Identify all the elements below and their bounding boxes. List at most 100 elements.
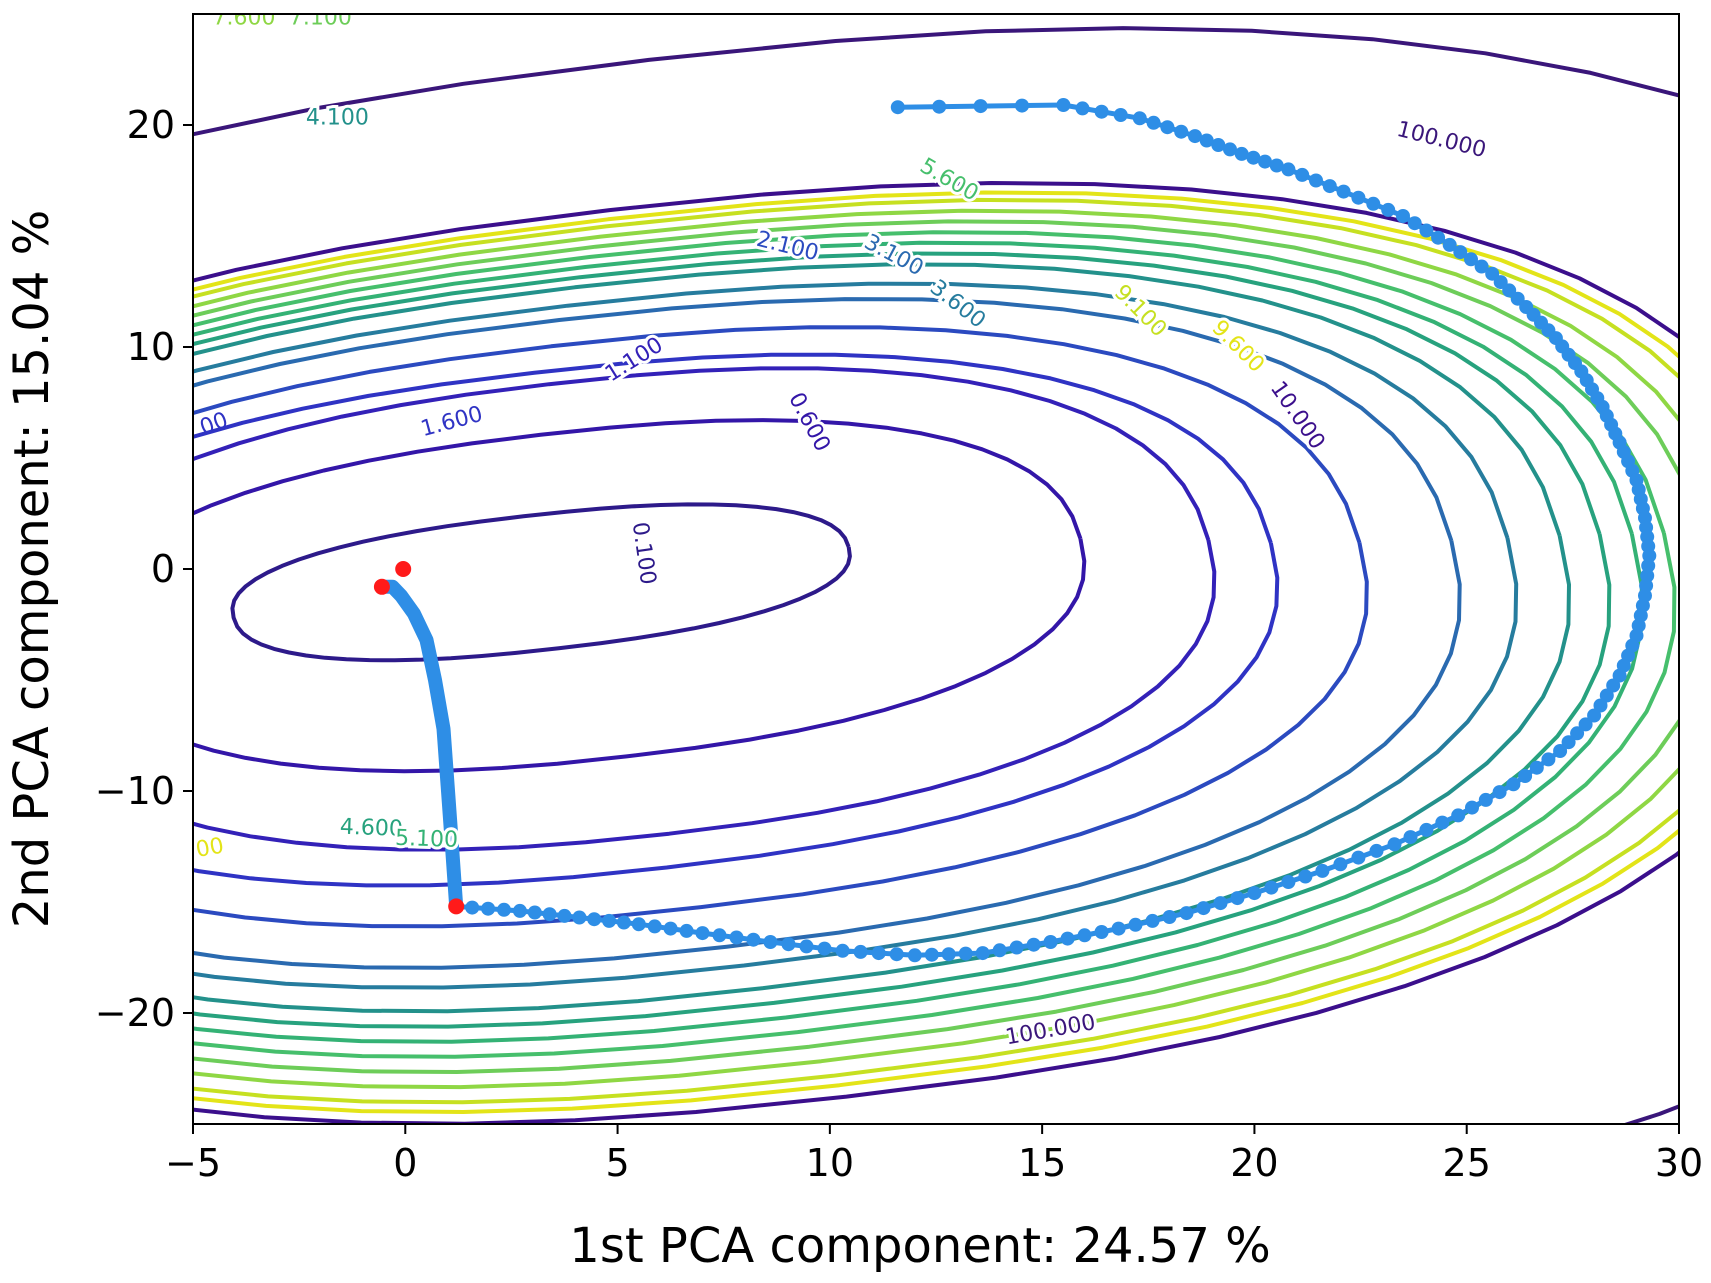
trajectory-point: [663, 921, 678, 936]
trajectory-point: [1599, 688, 1614, 703]
trajectory-point: [1075, 101, 1090, 116]
trajectory-point: [1506, 777, 1521, 792]
trajectory-point: [1570, 726, 1585, 741]
trajectory-point: [1593, 698, 1608, 713]
trajectory-point: [1234, 146, 1249, 161]
trajectory-point: [1246, 150, 1261, 165]
trajectory-point: [1060, 931, 1075, 946]
trajectory-point: [1465, 800, 1479, 815]
trajectory-point: [647, 919, 662, 934]
contour-line-9.600: [193, 190, 1679, 1114]
trajectory-point: [889, 947, 904, 962]
trajectory-point: [1043, 935, 1058, 949]
contour-line-2.100: [193, 325, 1369, 929]
trajectory-point: [1322, 179, 1337, 194]
trajectory-point: [799, 939, 814, 954]
trajectory-point: [1160, 120, 1175, 135]
trajectory-point: [1145, 913, 1160, 928]
contour-line-0.600: [193, 418, 1087, 774]
contour-label: 4.600: [339, 815, 403, 842]
trajectory-point: [497, 902, 511, 917]
trajectory-point: [1269, 158, 1284, 173]
trajectory-point: [1213, 896, 1228, 911]
trajectory-point: [941, 947, 956, 962]
trajectory-point: [1128, 917, 1143, 932]
trajectory-point: [1333, 857, 1348, 872]
trajectory-point: [1281, 875, 1296, 889]
trajectory-point: [1561, 735, 1576, 750]
contour-label: 5.600: [915, 153, 982, 206]
trajectory-point: [1230, 891, 1245, 906]
trajectory-point: [1381, 202, 1396, 217]
x-tick-label: 5: [605, 1141, 629, 1185]
trajectory-point: [1281, 162, 1296, 177]
trajectory-point: [975, 946, 990, 961]
trajectory-point: [1056, 98, 1071, 112]
contour-line-100.000: [193, 26, 1679, 1124]
trajectory-point: [890, 100, 905, 115]
contour-label: 7.600: [212, 5, 275, 30]
contour-line-9.100: [193, 197, 1679, 1105]
trajectory-point: [1077, 928, 1092, 943]
contour-line-5.600: [193, 230, 1677, 1059]
contour-label: 5.100: [395, 826, 459, 853]
trajectory-point: [924, 947, 939, 962]
trajectory-point: [1431, 230, 1446, 245]
y-tick-label: 0: [151, 547, 175, 591]
x-tick-label: 25: [1443, 1141, 1491, 1185]
x-tick-label: −5: [165, 1141, 221, 1185]
trajectory-point: [512, 903, 527, 918]
contour-label: 0.100: [627, 520, 661, 586]
trajectory-point: [1442, 237, 1457, 252]
trajectory-point: [557, 908, 572, 923]
trajectory-point: [616, 915, 631, 930]
trajectory-point: [1113, 108, 1128, 122]
trajectory-point: [527, 905, 542, 920]
trajectory-point: [729, 930, 744, 945]
trajectory-point: [1094, 925, 1109, 939]
trajectory-point: [1015, 98, 1029, 113]
x-axis-title: 1st PCA component: 24.57 %: [569, 1218, 1270, 1274]
trajectory-point: [1026, 937, 1041, 952]
trajectory-point: [481, 901, 496, 916]
trajectory-point: [1485, 266, 1500, 281]
contour-line-1.100: [193, 366, 1217, 852]
trajectory-layer: [373, 98, 1657, 963]
contour-line-3.600: [193, 281, 1519, 990]
y-axis-title: 2nd PCA component: 15.04 %: [4, 210, 60, 929]
trajectory-point: [1407, 216, 1422, 231]
contour-line-4.100: [193, 262, 1571, 1014]
trajectory-point: [932, 99, 947, 114]
trajectory-point: [781, 937, 796, 952]
trajectory-point: [1162, 910, 1177, 924]
trajectory-point: [1464, 252, 1478, 267]
trajectory-point: [1132, 111, 1147, 126]
trajectory-point: [1264, 880, 1279, 895]
x-tick-label: 0: [393, 1141, 417, 1185]
trajectory-point: [973, 99, 988, 114]
contour-label: 3.100: [860, 230, 927, 282]
contour-label: 7.100: [289, 5, 352, 30]
trajectory-point: [992, 943, 1007, 958]
trajectory-point: [695, 926, 710, 941]
contour-label: 1.600: [418, 402, 485, 442]
y-tick-label: −10: [95, 769, 175, 813]
y-axis-ticks: −20 −10 0 10 20: [95, 103, 193, 1035]
trajectory-point: [1111, 921, 1126, 936]
trajectory-point: [835, 943, 850, 958]
trajectory-point: [746, 932, 761, 947]
trajectory-point: [1366, 196, 1381, 211]
contour-line-7.100: [193, 219, 1679, 1074]
trajectory-point: [871, 946, 886, 961]
trajectory-point: [907, 948, 922, 963]
trajectory-point: [631, 917, 646, 932]
trajectory-point: [1435, 815, 1450, 830]
trajectory-point: [1094, 104, 1109, 119]
contour-label: 100.000: [1394, 117, 1488, 163]
trajectory-point: [1223, 142, 1237, 157]
trajectory-point: [1009, 940, 1024, 955]
trajectory-point: [1199, 133, 1214, 148]
trajectory-point: [853, 944, 868, 959]
trajectory-point: [465, 900, 480, 915]
